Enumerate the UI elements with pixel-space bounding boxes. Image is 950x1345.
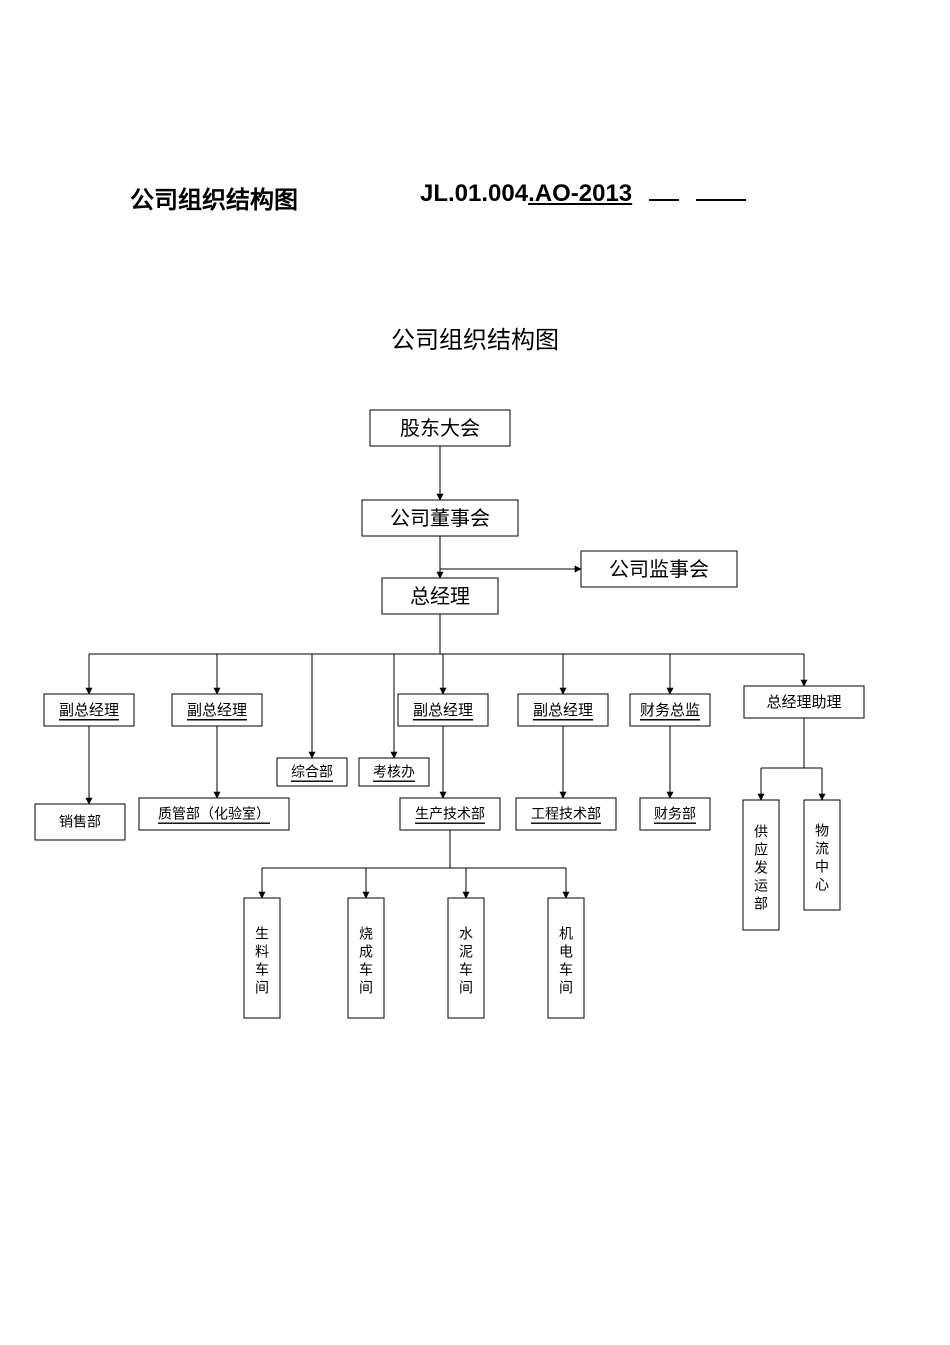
svg-text:考核办: 考核办 [373,765,415,781]
svg-text:发: 发 [754,861,768,877]
node-gm: 总经理 [382,578,498,614]
node-board: 公司董事会 [362,500,518,536]
node-supervisory: 公司监事会 [581,551,737,587]
svg-text:间: 间 [459,981,473,997]
svg-text:副总经理: 副总经理 [59,702,119,719]
svg-text:机: 机 [559,927,573,943]
header-code-prefix: JL.01.004 [420,180,528,207]
svg-text:供: 供 [754,825,768,841]
header-code-underlined: .AO-2013 [528,180,632,207]
svg-text:销售部: 销售部 [59,815,101,831]
node-ws2: 烧成车间 [348,898,384,1018]
svg-text:心: 心 [815,878,829,894]
node-supply: 供应发运部 [743,800,779,930]
header-title-right: JL.01.004.AO-2013 [420,180,746,208]
org-chart: 股东大会公司董事会公司监事会总经理副总经理 副总经理 副总经理 副总经理 财务总监 总经理… [0,400,950,1100]
svg-text:车: 车 [559,962,573,979]
svg-text:副总经理: 副总经理 [187,702,247,719]
node-logistics: 物流中心 [804,800,840,910]
svg-text:工程技术部: 工程技术部 [531,807,601,823]
svg-text:车: 车 [459,962,473,979]
svg-text:副总经理: 副总经理 [533,702,593,719]
svg-text:泥: 泥 [459,945,473,961]
svg-text:副总经理: 副总经理 [413,702,473,719]
svg-text:间: 间 [559,981,573,997]
svg-text:公司监事会: 公司监事会 [609,558,709,581]
node-dgm4: 副总经理 [518,694,608,726]
node-engtech: 工程技术部 [516,798,616,830]
node-ws3: 水泥车间 [448,898,484,1018]
node-ws4: 机电车间 [548,898,584,1018]
node-khb: 考核办 [359,758,429,786]
svg-text:生产技术部: 生产技术部 [415,807,485,823]
node-gm_asst: 总经理助理 [744,686,864,718]
chart-subtitle: 公司组织结构图 [0,320,950,355]
node-shareholders: 股东大会 [370,410,510,446]
node-ws1: 生料车间 [244,898,280,1018]
svg-text:综合部: 综合部 [291,765,333,781]
svg-text:公司董事会: 公司董事会 [390,507,490,530]
svg-text:应: 应 [754,842,768,859]
svg-text:间: 间 [359,981,373,997]
svg-text:质管部（化验室）: 质管部（化验室） [158,806,270,823]
header-title-left: 公司组织结构图 [130,180,298,215]
svg-text:车: 车 [359,962,373,979]
svg-text:车: 车 [255,962,269,979]
svg-text:成: 成 [359,945,373,961]
svg-text:总经理助理: 总经理助理 [766,694,841,711]
svg-text:间: 间 [255,981,269,997]
node-cfo: 财务总监 [630,694,710,726]
svg-text:股东大会: 股东大会 [400,417,480,440]
header-blank-1 [649,199,679,201]
svg-text:财务总监: 财务总监 [640,702,700,719]
node-prodtech: 生产技术部 [400,798,500,830]
node-zhb: 综合部 [277,758,347,786]
node-sales: 销售部 [35,804,125,840]
svg-text:财务部: 财务部 [654,807,696,823]
node-dgm3: 副总经理 [398,694,488,726]
svg-text:部: 部 [754,897,768,913]
svg-text:中: 中 [815,860,829,876]
svg-text:物: 物 [815,824,829,840]
svg-text:流: 流 [815,842,829,858]
svg-text:料: 料 [255,945,269,961]
svg-text:烧: 烧 [359,927,373,943]
header-blank-2 [696,199,746,201]
node-dgm2: 副总经理 [172,694,262,726]
svg-text:电: 电 [559,945,573,961]
svg-text:水: 水 [459,927,473,943]
svg-text:生: 生 [255,927,269,943]
node-dgm1: 副总经理 [44,694,134,726]
svg-text:运: 运 [754,879,768,895]
node-qc: 质管部（化验室） [139,798,289,830]
node-finance: 财务部 [640,798,710,830]
svg-text:总经理: 总经理 [410,585,470,608]
